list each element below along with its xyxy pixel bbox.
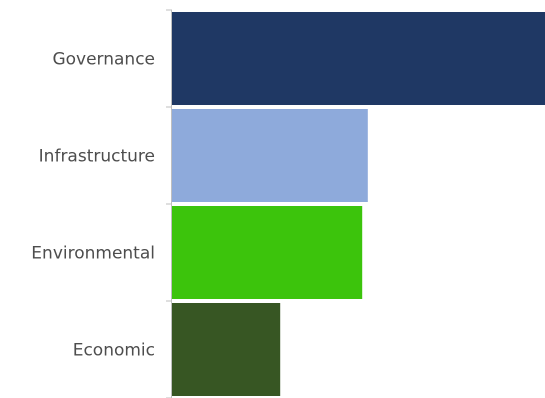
bar-environmental [172, 206, 363, 299]
category-label-environmental: Environmental [31, 244, 155, 264]
bars-group [172, 12, 545, 396]
bar-governance [172, 12, 545, 105]
category-label-economic: Economic [73, 341, 155, 361]
category-label-infrastructure: Infrastructure [39, 147, 155, 167]
category-label-governance: Governance [52, 50, 155, 70]
bar-infrastructure [172, 109, 368, 202]
category-axis [166, 9, 172, 398]
bar-economic [172, 303, 281, 396]
category-labels-group: Governance Infrastructure Environmental Eco… [31, 50, 155, 361]
